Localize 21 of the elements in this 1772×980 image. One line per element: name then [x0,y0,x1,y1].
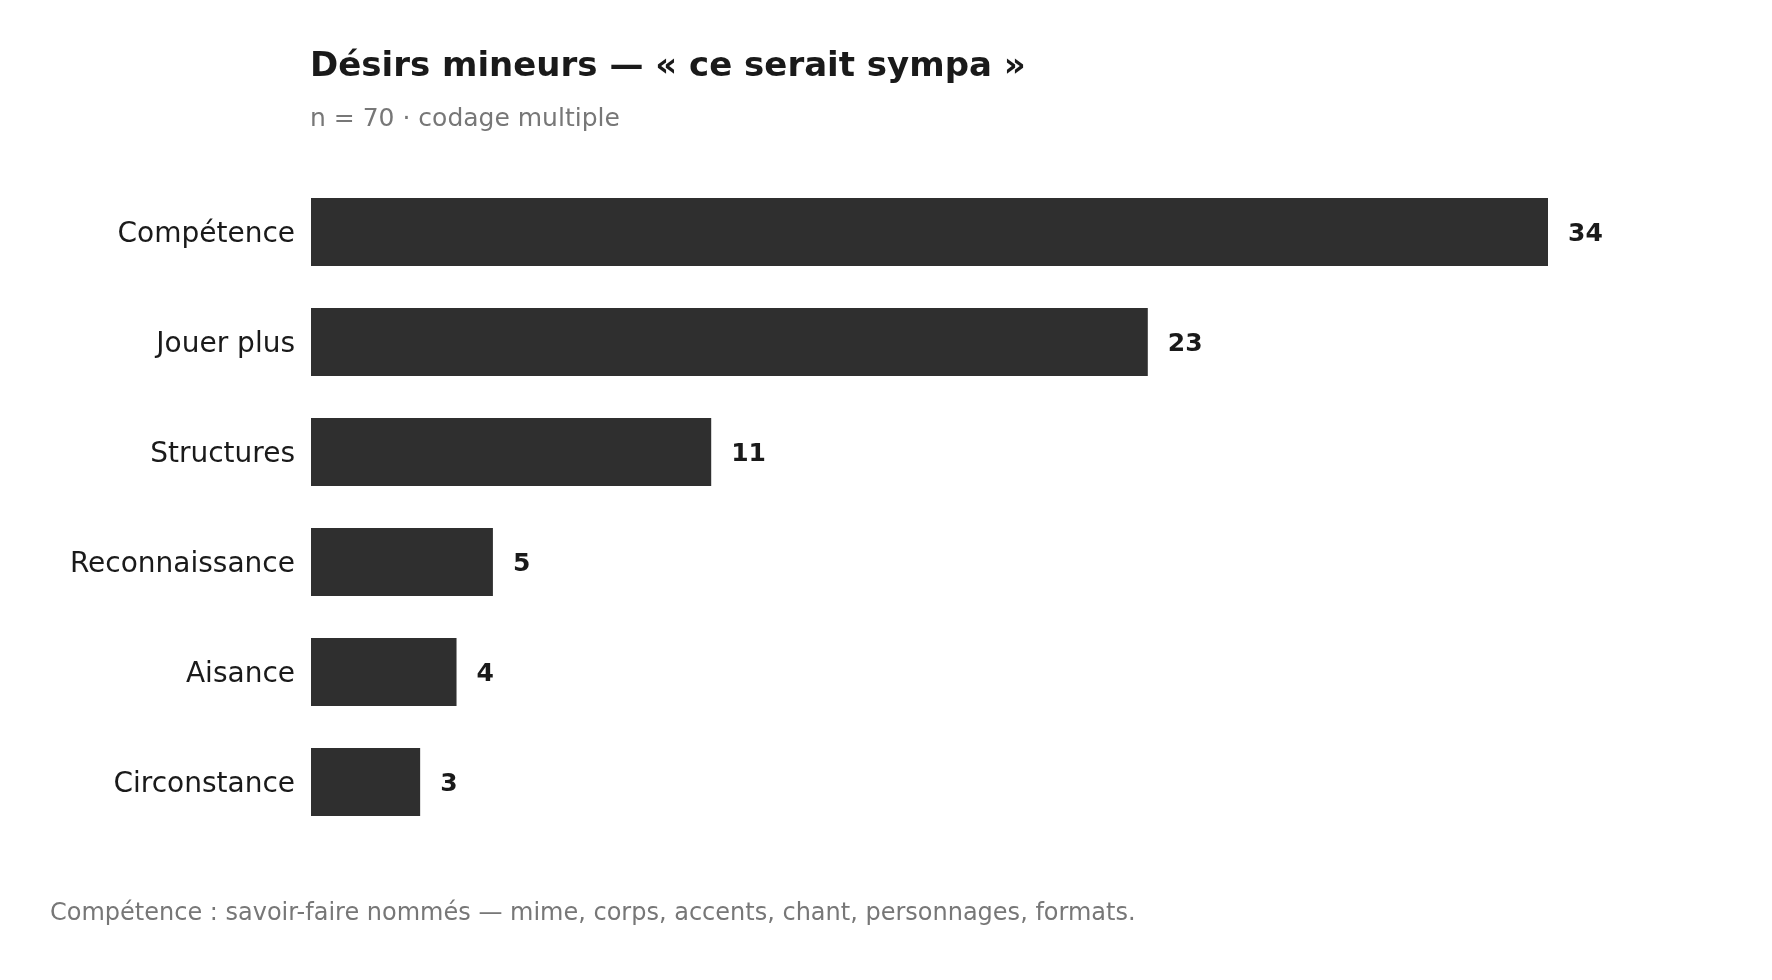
bar [311,638,457,706]
bar [311,418,712,486]
y-tick-label: Reconnaissance [69,545,295,579]
data-label: 5 [512,547,531,577]
data-label: 11 [731,437,766,467]
bar [311,748,421,816]
data-label: 23 [1167,327,1203,357]
chart-title: Désirs mineurs — « ce serait sympa » [310,44,1026,84]
data-label: 4 [476,657,494,687]
text: Compétence : savoir-faire nommés — mime, corps, accents, chant, personnages, formats. [50,898,1136,926]
y-tick-label: Aisance [185,655,295,689]
data-label: 34 [1568,217,1603,247]
y-tick-label: Circonstance [113,765,295,799]
chart-subtitle: n = 70 · codage multiple [310,103,620,132]
y-tick-label: Jouer plus [154,325,295,359]
data-label: 3 [440,767,458,797]
bar [311,308,1148,376]
y-tick-label: Structures [150,435,295,469]
y-tick-label: Compétence [117,215,295,249]
bar [311,198,1548,266]
bar [311,528,493,596]
